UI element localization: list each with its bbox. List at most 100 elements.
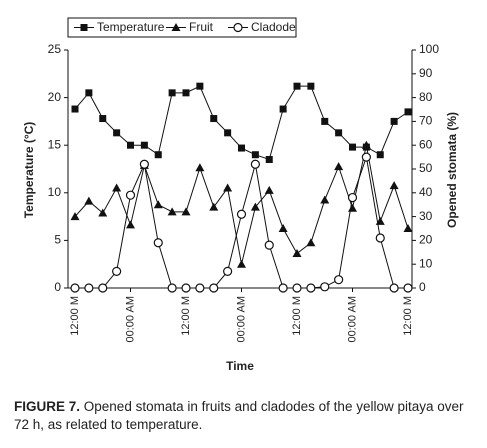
marker-square	[376, 151, 384, 159]
x-tick-label: 12:00 M	[69, 296, 81, 336]
marker-circle	[112, 266, 122, 276]
y2-tick-label: 90	[419, 66, 433, 80]
y-tick-label: 20	[48, 90, 62, 104]
marker-triangle	[348, 203, 357, 212]
y2-tick-label: 20	[419, 233, 433, 247]
marker-triangle	[223, 183, 233, 192]
y2-tick-label: 30	[419, 209, 433, 223]
marker-circle	[250, 159, 260, 169]
marker-triangle	[320, 195, 330, 204]
marker-circle	[306, 283, 316, 293]
marker-square	[80, 24, 88, 31]
marker-circle	[292, 283, 302, 293]
marker-square	[293, 82, 301, 90]
marker-triangle	[292, 248, 302, 257]
marker-circle	[278, 283, 288, 293]
marker-square	[265, 155, 273, 163]
y2-tick-label: 40	[419, 185, 433, 199]
marker-triangle	[389, 181, 399, 190]
marker-circle	[236, 209, 247, 219]
y2-axis-label: Opened stomata (%)	[445, 112, 459, 228]
marker-circle	[98, 283, 108, 293]
marker-circle	[153, 238, 163, 248]
marker-triangle	[98, 208, 108, 217]
marker-triangle	[195, 163, 205, 172]
marker-circle	[361, 152, 371, 162]
marker-circle	[139, 159, 149, 169]
y2-tick-label: 60	[419, 137, 433, 151]
marker-square	[71, 105, 79, 113]
y2-tick-label: 50	[419, 161, 433, 175]
marker-square	[196, 82, 204, 90]
marker-circle	[389, 283, 399, 293]
marker-square	[321, 117, 329, 125]
marker-triangle	[250, 202, 260, 211]
x-tick-label: 12:00 M	[180, 296, 192, 336]
chart: Temperature (°C) Opened stomata (%) Time…	[22, 17, 459, 373]
marker-circle	[347, 192, 358, 203]
x-tick-label: 00:00 AM	[235, 296, 247, 342]
marker-square	[349, 143, 356, 151]
marker-circle	[264, 240, 274, 250]
marker-square	[127, 141, 134, 149]
y2-tick-label: 80	[419, 90, 433, 104]
y2-tick-label: 100	[419, 42, 439, 56]
marker-circle	[320, 282, 330, 292]
y-tick-label: 5	[54, 233, 61, 247]
marker-square	[154, 151, 162, 159]
marker-circle	[167, 283, 177, 293]
marker-triangle	[334, 162, 344, 171]
series-line	[74, 145, 409, 265]
marker-circle	[84, 283, 94, 293]
x-tick-label: 12:00 M	[402, 296, 414, 336]
marker-square	[182, 89, 190, 97]
y-tick-label: 0	[54, 280, 61, 294]
marker-square	[238, 144, 245, 152]
marker-circle	[209, 283, 219, 293]
marker-square	[279, 105, 287, 113]
marker-circle	[233, 22, 243, 33]
x-tick-label: 00:00 AM	[346, 296, 358, 342]
caption-label: FIGURE 7.	[14, 399, 81, 414]
marker-triangle	[306, 238, 316, 247]
y-tick-label: 15	[48, 137, 62, 151]
legend-label: Fruit	[189, 20, 214, 34]
marker-triangle	[403, 224, 413, 232]
y-axis-label: Temperature (°C)	[22, 122, 36, 219]
marker-triangle	[171, 23, 181, 31]
x-tick-label: 00:00 AM	[124, 296, 136, 342]
marker-square	[224, 129, 232, 137]
marker-triangle	[153, 200, 163, 209]
marker-square	[390, 117, 398, 125]
marker-square	[210, 115, 218, 123]
y-tick-label: 10	[48, 185, 62, 199]
marker-triangle	[264, 185, 274, 194]
marker-circle	[70, 283, 80, 293]
marker-square	[140, 141, 148, 149]
marker-circle	[125, 190, 136, 200]
y-tick-label: 25	[48, 42, 62, 56]
marker-circle	[181, 283, 191, 293]
marker-circle	[223, 266, 233, 276]
marker-circle	[375, 233, 385, 243]
marker-square	[251, 151, 259, 159]
marker-circle	[334, 275, 344, 285]
legend-label: Temperature	[97, 20, 165, 34]
marker-triangle	[361, 140, 371, 149]
marker-square	[85, 89, 93, 97]
y2-tick-label: 70	[419, 114, 433, 128]
marker-triangle	[112, 183, 122, 192]
y2-tick-label: 0	[419, 280, 426, 294]
marker-triangle	[84, 196, 94, 205]
marker-square	[307, 82, 315, 90]
marker-square	[404, 108, 412, 116]
marker-square	[335, 129, 343, 137]
legend-label: Cladode	[251, 20, 296, 34]
x-tick-label: 12:00 M	[291, 296, 303, 336]
marker-triangle	[181, 207, 191, 216]
caption-text: Opened stomata in fruits and cladodes of…	[14, 399, 464, 432]
y2-tick-label: 10	[419, 256, 433, 270]
marker-triangle	[126, 220, 135, 229]
marker-circle	[403, 283, 413, 293]
